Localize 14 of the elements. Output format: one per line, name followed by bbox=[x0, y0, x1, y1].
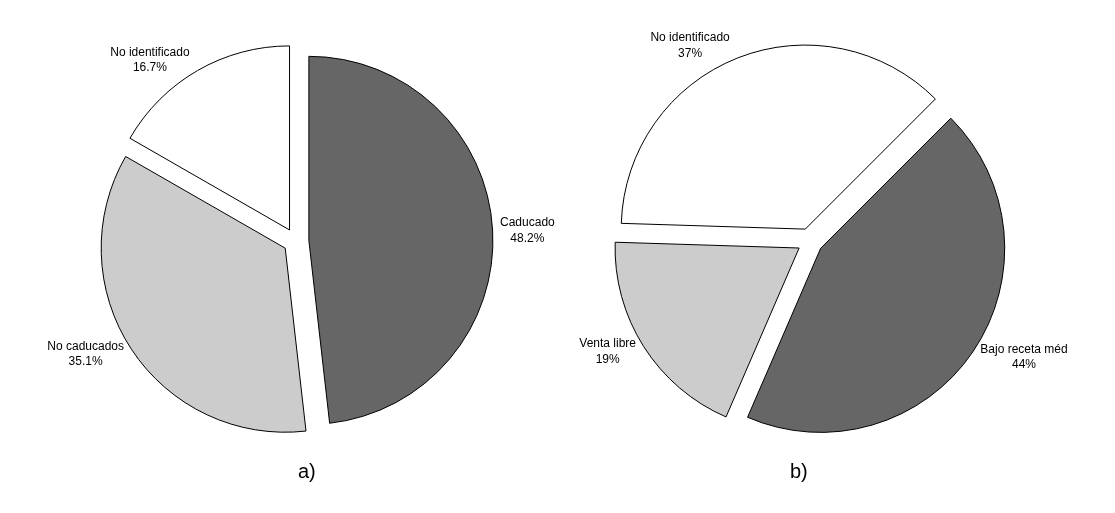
slice-label: Caducado bbox=[500, 215, 556, 230]
slice-label: No caducados bbox=[47, 338, 124, 353]
slice-label: No identificado bbox=[650, 30, 731, 45]
data-label: 35.1% bbox=[68, 354, 103, 369]
text: b) bbox=[790, 460, 808, 482]
data-label: 16.7% bbox=[132, 60, 168, 75]
data-label: 48.2% bbox=[510, 230, 545, 245]
slice-label: Bajo receta méd bbox=[980, 341, 1068, 356]
slice-label: Venta libre bbox=[579, 336, 637, 351]
data-label: 37% bbox=[678, 46, 703, 60]
data-label: 44% bbox=[1011, 357, 1037, 372]
slice-label: No identificado bbox=[110, 44, 190, 59]
data-label: 19% bbox=[595, 351, 620, 366]
text: a) bbox=[298, 460, 316, 482]
